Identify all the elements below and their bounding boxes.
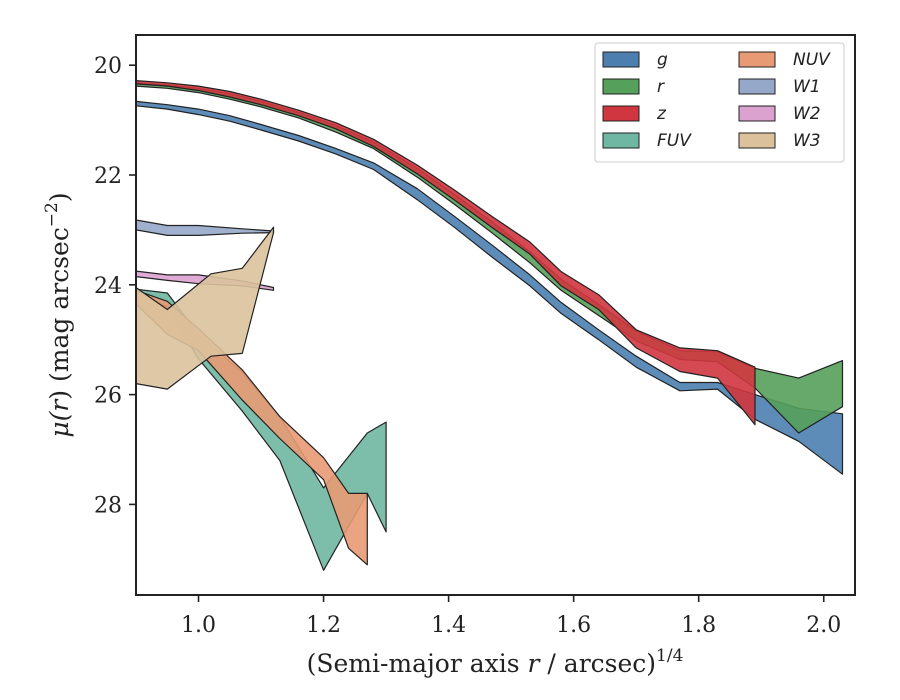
x-tick-label: 1.8: [681, 613, 716, 638]
x-tick-label: 2.0: [806, 613, 841, 638]
y-tick-label: 28: [94, 493, 122, 518]
y-axis: 20 22 24 26 28: [94, 54, 136, 518]
legend-swatch-g: [602, 51, 640, 68]
y-tick-label: 26: [94, 384, 122, 409]
legend-label-r: r: [657, 77, 665, 97]
x-tick-label: 1.4: [431, 613, 466, 638]
legend-swatch-w2: [738, 105, 776, 122]
legend: grz FUV NUV W1 W2 W3: [594, 42, 845, 163]
x-tick-label: 1.6: [556, 613, 591, 638]
x-tick-label: 1.0: [181, 613, 216, 638]
plot-frame: [135, 34, 856, 596]
band-g: [136, 100, 844, 475]
band-w3: [136, 226, 275, 390]
y-tick-label: 24: [94, 274, 122, 299]
legend-swatch-r: [602, 78, 640, 95]
y-tick-label: 22: [94, 164, 122, 189]
y-axis-label: μ(r) (mag arcsec−2): [42, 192, 74, 437]
legend-label-g: g: [657, 50, 668, 70]
legend-swatch-z: [602, 105, 640, 122]
legend-box: [594, 42, 845, 163]
band-z: [136, 79, 756, 426]
legend-label-z: z: [656, 104, 667, 124]
legend-label-nuv: NUV: [793, 50, 831, 70]
legend-swatch-w3: [738, 132, 776, 149]
x-axis-label: (Semi-major axis r / arcsec)1/4: [307, 646, 684, 678]
legend-swatch-fuv: [602, 132, 640, 149]
legend-label-w3: W3: [793, 131, 821, 151]
legend-label-w2: W2: [793, 104, 821, 124]
x-tick-label: 1.2: [306, 613, 341, 638]
legend-label-fuv: FUV: [657, 131, 692, 151]
legend-swatch-w1: [738, 78, 776, 95]
y-tick-label: 20: [94, 54, 122, 79]
band-layer: [136, 79, 844, 571]
x-axis: 1.0 1.2 1.4 1.6 1.8 2.0: [181, 595, 841, 638]
legend-label-w1: W1: [793, 77, 821, 97]
legend-swatch-nuv: [738, 51, 776, 68]
